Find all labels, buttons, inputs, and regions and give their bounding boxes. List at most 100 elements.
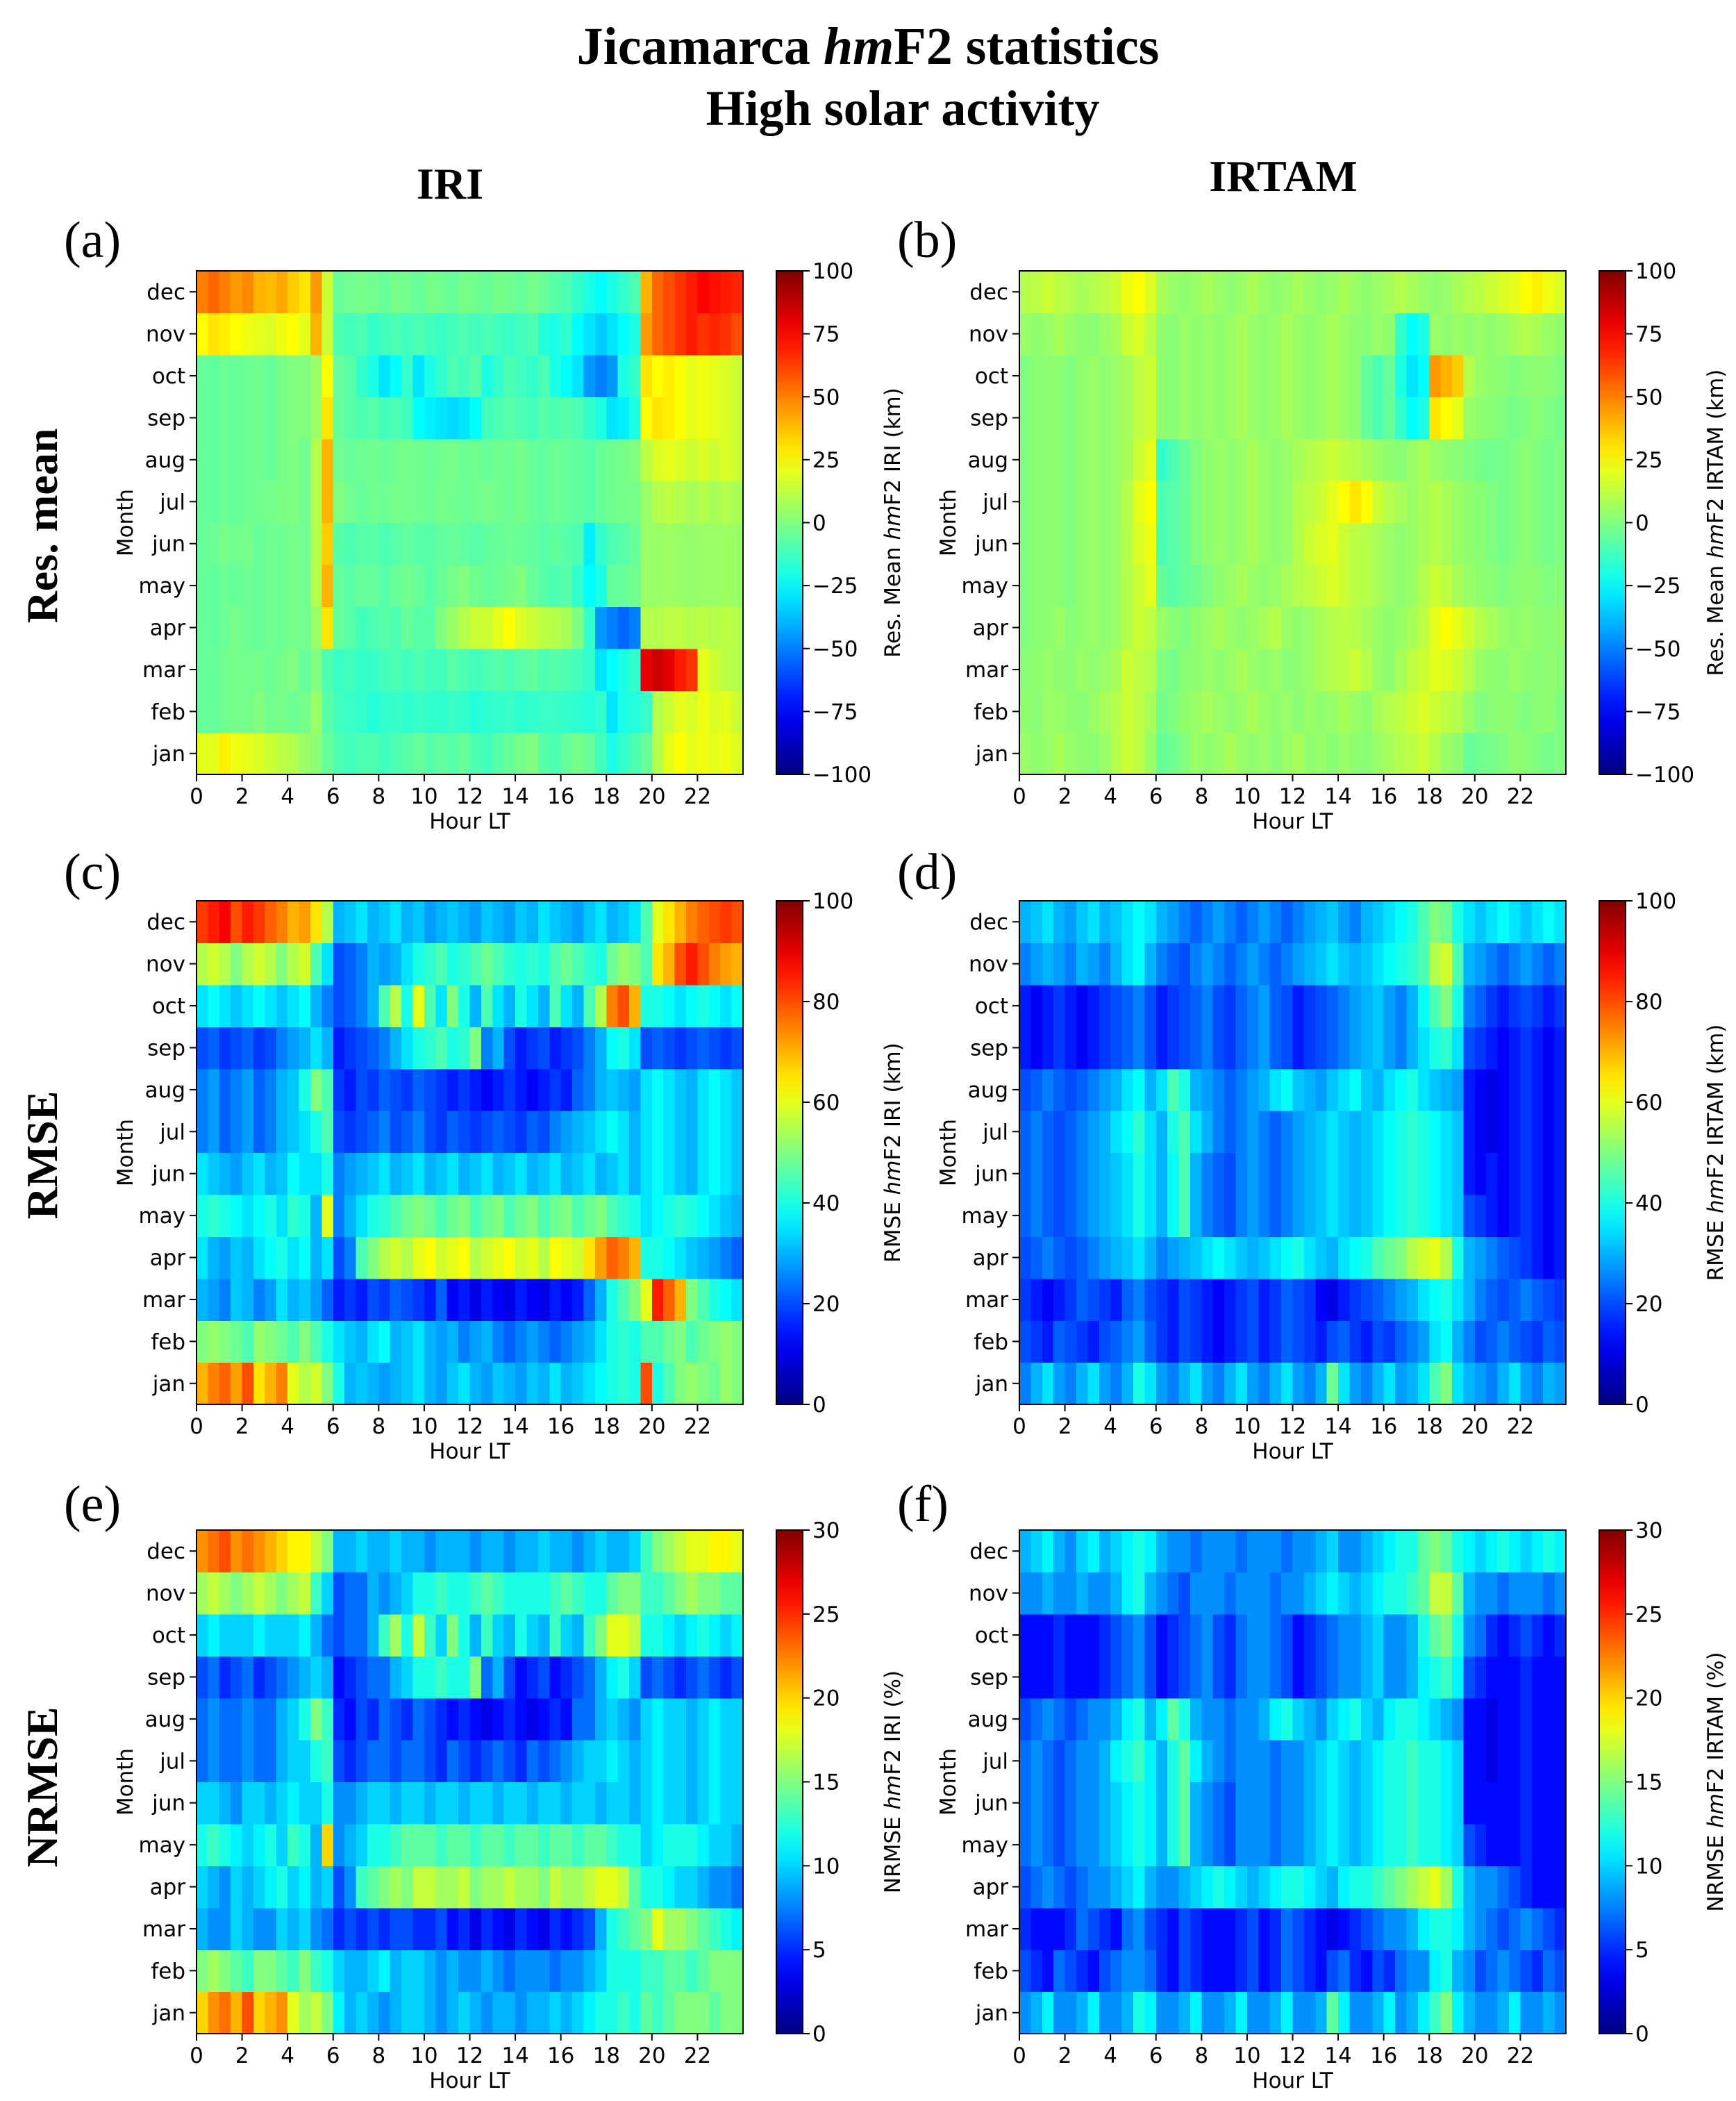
heatmap-cell xyxy=(1383,1027,1396,1070)
heatmap-cell xyxy=(640,690,653,733)
heatmap-cell xyxy=(1303,354,1316,397)
heatmap-cell xyxy=(253,1782,265,1825)
heatmap-cell xyxy=(367,313,379,356)
heatmap-cell xyxy=(1076,1111,1088,1154)
heatmap-cell xyxy=(1520,606,1533,649)
heatmap-cell xyxy=(446,1362,459,1405)
heatmap-cell xyxy=(1406,901,1419,944)
heatmap-cell xyxy=(1121,1950,1134,1993)
heatmap-cell xyxy=(287,1278,300,1321)
heatmap-cell xyxy=(1053,1152,1066,1195)
heatmap-cell xyxy=(1338,648,1351,691)
heatmap-cell xyxy=(1121,438,1134,481)
heatmap-cell xyxy=(1395,1740,1408,1783)
heatmap-cell xyxy=(481,1194,493,1237)
heatmap-cell xyxy=(344,1656,357,1699)
heatmap-cell xyxy=(1531,1111,1544,1154)
heatmap-cell xyxy=(1246,1362,1259,1405)
heatmap-cell xyxy=(720,901,733,944)
x-tick-label: 10 xyxy=(1233,2043,1260,2068)
heatmap-cell xyxy=(1042,354,1054,397)
heatmap-cell xyxy=(242,901,254,944)
x-axis-label: Hour LT xyxy=(429,2068,511,2093)
heatmap-cell xyxy=(287,606,300,649)
heatmap-cell xyxy=(1554,901,1567,944)
heatmap-cell xyxy=(1042,1613,1054,1656)
heatmap-cell xyxy=(344,481,357,524)
heatmap-cell xyxy=(1497,1991,1510,2034)
heatmap-cell xyxy=(731,1866,744,1909)
heatmap-cell xyxy=(1395,1320,1408,1363)
heatmap-cell xyxy=(1258,354,1271,397)
colorbar-label-part: RMSE xyxy=(1703,1213,1728,1281)
heatmap-cell xyxy=(1474,1613,1487,1656)
heatmap-cell xyxy=(651,564,664,607)
heatmap-cell xyxy=(1212,1068,1225,1111)
heatmap-cell xyxy=(367,481,379,524)
heatmap-cell xyxy=(219,1782,231,1825)
colorbar-tick-label: 40 xyxy=(812,1191,840,1216)
heatmap-cell xyxy=(503,354,516,397)
heatmap-cell xyxy=(276,1194,288,1237)
heatmap-cell xyxy=(720,1907,733,1950)
heatmap-cell xyxy=(1406,397,1419,440)
heatmap-cell xyxy=(344,1236,357,1279)
heatmap-cell xyxy=(1121,313,1134,356)
heatmap-cell xyxy=(640,732,653,775)
heatmap-cell xyxy=(197,1740,208,1783)
heatmap-cell xyxy=(1338,1027,1351,1070)
heatmap-cell xyxy=(1281,1907,1294,1950)
heatmap-cell xyxy=(310,1950,322,1993)
x-axis-label: Hour LT xyxy=(429,809,511,834)
colorbar xyxy=(1599,900,1626,1405)
heatmap-cell xyxy=(1349,1027,1362,1070)
heatmap-cell xyxy=(1110,1866,1123,1909)
heatmap-cell xyxy=(1338,564,1351,607)
heatmap-cell xyxy=(526,648,539,691)
heatmap-cell xyxy=(1452,1320,1464,1363)
heatmap-cell xyxy=(1246,690,1259,733)
heatmap-cell xyxy=(1554,1950,1567,1993)
heatmap-cell xyxy=(1486,1613,1499,1656)
heatmap-cell xyxy=(1543,1194,1555,1237)
heatmap-cell xyxy=(424,1697,436,1741)
heatmap-cell xyxy=(219,1991,231,2034)
heatmap-cell xyxy=(333,1194,345,1237)
heatmap-cell xyxy=(1338,1194,1351,1237)
heatmap-cell xyxy=(1543,606,1555,649)
heatmap-cell xyxy=(537,397,550,440)
heatmap-cell xyxy=(401,271,414,314)
heatmap-cell xyxy=(265,1068,277,1111)
heatmap-cell xyxy=(265,1613,277,1656)
heatmap-cell xyxy=(1474,1152,1487,1195)
heatmap-cell xyxy=(1315,313,1328,356)
heatmap-cell xyxy=(469,901,482,944)
heatmap-cell xyxy=(435,271,448,314)
heatmap-cell xyxy=(1543,1530,1555,1573)
heatmap-cell xyxy=(197,1068,208,1111)
heatmap-cell xyxy=(344,1068,357,1111)
heatmap-cell xyxy=(1099,1782,1111,1825)
heatmap-cell xyxy=(1269,690,1282,733)
heatmap-cell xyxy=(708,1152,721,1195)
heatmap-cell xyxy=(617,522,630,565)
heatmap-cell xyxy=(720,1740,733,1783)
heatmap-cell xyxy=(663,1320,676,1363)
panels: (a)janfebmaraprmayjunjulaugsepoctnovdec0… xyxy=(64,212,1728,2093)
colorbar-tick-label: 60 xyxy=(812,1090,840,1115)
heatmap-cell xyxy=(1281,1362,1294,1405)
panel-f: (f)janfebmaraprmayjunjulaugsepoctnovdec0… xyxy=(897,1476,1728,2093)
heatmap-cell xyxy=(356,901,368,944)
heatmap-cell xyxy=(515,564,528,607)
heatmap-cell xyxy=(594,313,607,356)
heatmap-cell xyxy=(1315,354,1328,397)
heatmap-cell xyxy=(1246,1278,1259,1321)
heatmap-cell xyxy=(367,690,379,733)
heatmap-cell xyxy=(1406,1991,1419,2034)
heatmap-cell xyxy=(1065,1152,1077,1195)
x-tick-label: 14 xyxy=(501,784,528,809)
figure-title-part-3: F2 statistics xyxy=(894,17,1159,76)
heatmap-cell xyxy=(572,1613,585,1656)
heatmap-cell xyxy=(1178,1152,1191,1195)
heatmap-cell xyxy=(606,438,619,481)
